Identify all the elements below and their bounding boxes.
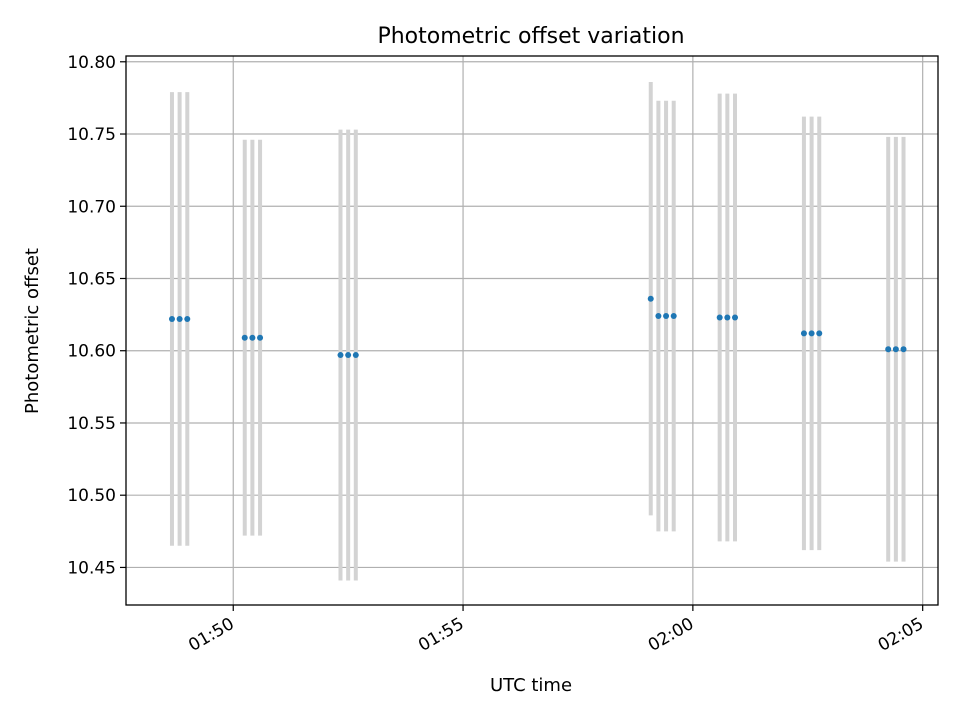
data-point — [663, 313, 670, 320]
y-tick-label: 10.70 — [67, 197, 116, 217]
data-point — [241, 334, 248, 341]
y-tick-label: 10.60 — [67, 342, 116, 362]
data-point — [732, 314, 738, 321]
data-point — [724, 314, 731, 321]
data-point — [892, 346, 899, 353]
y-tick-label: 10.65 — [67, 269, 116, 289]
y-axis-ticks: 10.45 10.50 10.55 10.60 10.65 10.70 10.75 10.80 — [67, 53, 126, 578]
data-point — [670, 313, 677, 320]
data-point — [176, 315, 183, 322]
data-point — [885, 346, 892, 353]
point-layer — [168, 295, 907, 359]
chart-title: Photometric offset variation — [377, 24, 684, 49]
data-point — [900, 346, 907, 353]
data-point — [168, 315, 175, 322]
data-point — [808, 330, 815, 337]
data-point — [257, 334, 264, 341]
x-axis-label: UTC time — [490, 675, 572, 696]
y-tick-label: 10.45 — [67, 558, 116, 578]
y-axis-label: Photometric offset — [22, 248, 43, 414]
data-point — [655, 313, 662, 320]
y-tick-label: 10.55 — [67, 414, 116, 434]
data-point — [337, 352, 344, 359]
y-tick-label: 10.50 — [67, 486, 116, 506]
plot-frame — [125, 55, 939, 606]
data-point — [184, 315, 191, 322]
data-point — [249, 334, 256, 341]
y-tick-label: 10.80 — [67, 53, 116, 73]
data-point — [816, 330, 823, 337]
data-point — [716, 314, 723, 321]
data-point — [800, 330, 807, 337]
y-tick-label: 10.75 — [67, 125, 116, 145]
data-point — [345, 352, 352, 359]
data-point — [352, 352, 359, 359]
data-point — [647, 295, 654, 302]
